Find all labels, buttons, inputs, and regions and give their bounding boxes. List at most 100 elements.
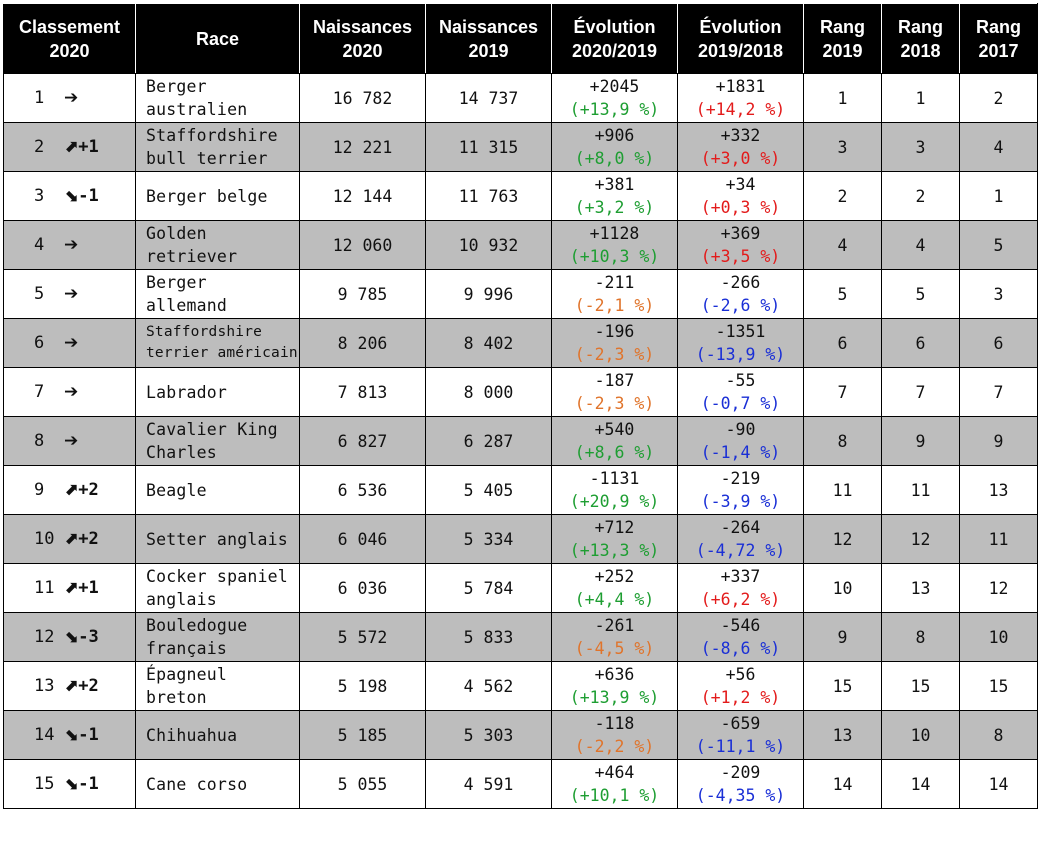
evolution-2020-2019: -261 (-4,5 %) xyxy=(551,612,678,662)
rank-change: +1 xyxy=(78,137,99,157)
evolution-2019-2018: -209 (-4,35 %) xyxy=(677,759,804,809)
dog-breed-ranking-table: Classement 2020 Race Naissances 2020 Naiss… xyxy=(3,3,1038,809)
evolution-2020-2019: +464 (+10,1 %) xyxy=(551,759,678,809)
down-right-arrow-icon: ⬊ xyxy=(64,774,79,794)
rank-number: 1 xyxy=(34,88,45,108)
evolution-2020-2019: +636 (+13,9 %) xyxy=(551,661,678,711)
births-2020: 12 060 xyxy=(299,220,426,270)
evolution-absolute: +464 xyxy=(594,763,635,782)
breed-name: Staffordshire bull terrier xyxy=(135,122,300,172)
births-2020: 8 206 xyxy=(299,318,426,368)
evolution-percent: (-2,2 %) xyxy=(574,737,655,756)
evolution-percent: (+3,2 %) xyxy=(574,198,655,217)
rank-change: -3 xyxy=(78,627,99,647)
rank-2017: 4 xyxy=(959,122,1038,172)
table-row: 9 ⬈+2 Beagle 6 536 5 405 -1131 (+20,9 %) -219 (-… xyxy=(3,465,1038,515)
rank-2019: 8 xyxy=(803,416,882,466)
rank-number: 7 xyxy=(34,382,45,402)
evolution-percent: (-11,1 %) xyxy=(695,737,786,756)
evolution-2019-2018: -90 (-1,4 %) xyxy=(677,416,804,466)
breed-name: Setter anglais xyxy=(135,514,300,564)
right-arrow-icon: ➔ xyxy=(64,235,79,255)
births-2020: 5 055 xyxy=(299,759,426,809)
rank-cell: 3 ⬊-1 xyxy=(3,171,136,221)
rank-number: 10 xyxy=(34,529,55,549)
breed-name: Berger belge xyxy=(135,171,300,221)
births-2019: 5 833 xyxy=(425,612,552,662)
rank-cell: 7 ➔ xyxy=(3,367,136,417)
evolution-percent: (-0,7 %) xyxy=(700,394,781,413)
evolution-absolute: -1131 xyxy=(589,469,640,488)
rank-number: 8 xyxy=(34,431,45,451)
right-arrow-icon: ➔ xyxy=(64,284,79,304)
header-evolution-2019: Évolution 2019/2018 xyxy=(677,3,804,74)
rank-cell: 4 ➔ xyxy=(3,220,136,270)
births-2019: 5 334 xyxy=(425,514,552,564)
rank-number: 3 xyxy=(34,186,45,206)
rank-change: -1 xyxy=(78,774,99,794)
births-2019: 5 303 xyxy=(425,710,552,760)
rank-2019: 6 xyxy=(803,318,882,368)
table-row: 3 ⬊-1 Berger belge 12 144 11 763 +381 (+3,2 %)… xyxy=(3,171,1038,221)
births-2020: 5 198 xyxy=(299,661,426,711)
evolution-2019-2018: +337 (+6,2 %) xyxy=(677,563,804,613)
births-2019: 4 591 xyxy=(425,759,552,809)
evolution-absolute: +1831 xyxy=(715,77,766,96)
table-row: 12 ⬊-3 Bouledogue français 5 572 5 833 -261 (-4… xyxy=(3,612,1038,662)
rank-2017: 8 xyxy=(959,710,1038,760)
births-2020: 12 144 xyxy=(299,171,426,221)
breed-name: Beagle xyxy=(135,465,300,515)
evolution-absolute: -1351 xyxy=(715,322,766,341)
evolution-2020-2019: +906 (+8,0 %) xyxy=(551,122,678,172)
rank-2017: 14 xyxy=(959,759,1038,809)
evolution-2019-2018: -266 (-2,6 %) xyxy=(677,269,804,319)
evolution-percent: (-2,6 %) xyxy=(700,296,781,315)
evolution-2019-2018: +369 (+3,5 %) xyxy=(677,220,804,270)
evolution-absolute: +712 xyxy=(594,518,635,537)
header-naissances-2019: Naissances 2019 xyxy=(425,3,552,74)
down-right-arrow-icon: ⬊ xyxy=(64,725,79,745)
table-row: 8 ➔ Cavalier King Charles 6 827 6 287 +540 (+8,… xyxy=(3,416,1038,466)
rank-2017: 2 xyxy=(959,73,1038,123)
evolution-percent: (+13,9 %) xyxy=(569,688,660,707)
rank-2017: 12 xyxy=(959,563,1038,613)
rank-2017: 15 xyxy=(959,661,1038,711)
rank-2017: 9 xyxy=(959,416,1038,466)
rank-change: +2 xyxy=(78,480,99,500)
births-2019: 5 784 xyxy=(425,563,552,613)
evolution-absolute: +381 xyxy=(594,175,635,194)
up-right-arrow-icon: ⬈ xyxy=(64,676,79,696)
rank-2018: 8 xyxy=(881,612,960,662)
rank-2018: 7 xyxy=(881,367,960,417)
births-2019: 11 315 xyxy=(425,122,552,172)
header-rang-2019: Rang 2019 xyxy=(803,3,882,74)
up-right-arrow-icon: ⬈ xyxy=(64,578,79,598)
evolution-2019-2018: -219 (-3,9 %) xyxy=(677,465,804,515)
evolution-percent: (+10,1 %) xyxy=(569,786,660,805)
evolution-2019-2018: +1831 (+14,2 %) xyxy=(677,73,804,123)
evolution-percent: (+8,0 %) xyxy=(574,149,655,168)
rank-2018: 12 xyxy=(881,514,960,564)
evolution-2019-2018: -659 (-11,1 %) xyxy=(677,710,804,760)
header-race: Race xyxy=(135,3,300,74)
evolution-absolute: +2045 xyxy=(589,77,640,96)
table-row: 1 ➔ Berger australien 16 782 14 737 +2045 (+13,… xyxy=(3,73,1038,123)
births-2020: 9 785 xyxy=(299,269,426,319)
evolution-absolute: -659 xyxy=(720,714,761,733)
births-2020: 12 221 xyxy=(299,122,426,172)
rank-2017: 13 xyxy=(959,465,1038,515)
births-2020: 5 185 xyxy=(299,710,426,760)
births-2020: 5 572 xyxy=(299,612,426,662)
evolution-absolute: +1128 xyxy=(589,224,640,243)
evolution-2019-2018: -55 (-0,7 %) xyxy=(677,367,804,417)
evolution-absolute: -209 xyxy=(720,763,761,782)
rank-2017: 1 xyxy=(959,171,1038,221)
births-2020: 16 782 xyxy=(299,73,426,123)
evolution-percent: (+1,2 %) xyxy=(700,688,781,707)
rank-cell: 9 ⬈+2 xyxy=(3,465,136,515)
right-arrow-icon: ➔ xyxy=(64,431,79,451)
rank-cell: 15 ⬊-1 xyxy=(3,759,136,809)
evolution-percent: (-3,9 %) xyxy=(700,492,781,511)
evolution-percent: (+8,6 %) xyxy=(574,443,655,462)
rank-change: +1 xyxy=(78,578,99,598)
